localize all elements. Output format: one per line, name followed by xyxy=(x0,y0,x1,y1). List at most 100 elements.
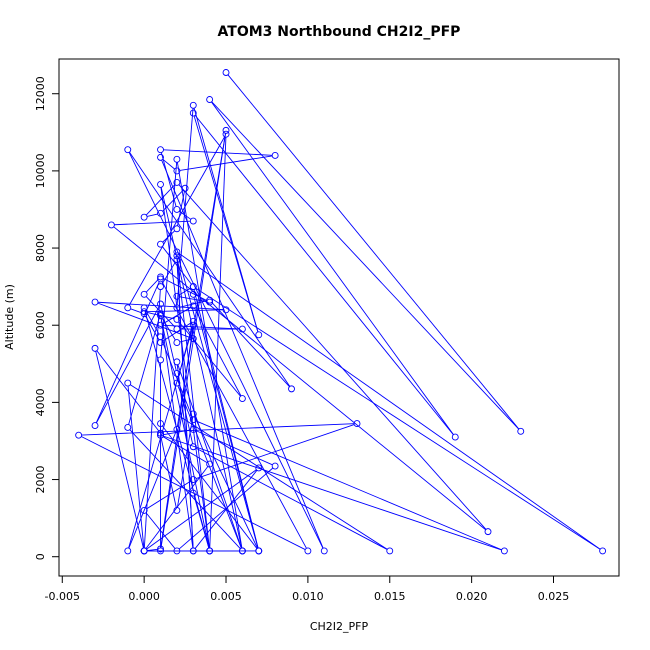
data-point xyxy=(189,109,197,117)
data-point xyxy=(173,225,181,233)
data-point xyxy=(124,424,132,431)
data-point xyxy=(157,273,164,281)
data-point xyxy=(124,304,132,312)
series-segment xyxy=(195,424,355,480)
data-point xyxy=(173,339,181,347)
series-segment xyxy=(179,296,207,302)
data-point xyxy=(189,547,197,555)
series-segment xyxy=(160,328,194,547)
series-segment xyxy=(163,435,502,551)
series-segment xyxy=(160,187,243,549)
x-tick-label: 0.005 xyxy=(210,590,242,603)
data-point xyxy=(189,416,197,424)
series-segment xyxy=(161,159,324,549)
data-point xyxy=(173,304,181,312)
data-point xyxy=(157,180,164,188)
data-point xyxy=(157,310,164,318)
series-segment xyxy=(130,308,142,314)
series-layer xyxy=(75,69,607,555)
data-point xyxy=(157,283,164,291)
data-point xyxy=(189,283,197,291)
series-segment xyxy=(194,416,258,549)
data-point xyxy=(484,528,492,536)
data-point xyxy=(173,167,181,175)
data-point xyxy=(157,240,164,248)
data-point xyxy=(255,547,263,555)
series-segment xyxy=(211,101,520,430)
data-point xyxy=(157,547,164,555)
data-point xyxy=(173,369,181,377)
y-tick-label: 6000 xyxy=(34,311,47,339)
data-point xyxy=(173,179,181,186)
series-segment xyxy=(195,287,601,550)
x-tick-label: 0.015 xyxy=(374,590,406,603)
data-point xyxy=(255,464,263,472)
data-point xyxy=(140,547,148,555)
data-point xyxy=(304,547,312,555)
series-segment xyxy=(96,350,160,432)
data-point xyxy=(238,325,246,333)
data-point xyxy=(599,547,607,555)
series-segment xyxy=(211,101,454,435)
data-point xyxy=(173,358,181,366)
data-point xyxy=(173,292,181,300)
series-segment xyxy=(113,226,486,531)
series-segment xyxy=(147,309,224,313)
series-segment xyxy=(146,311,175,320)
x-tick-label: 0.010 xyxy=(292,590,324,603)
data-point xyxy=(124,547,132,555)
series-segment xyxy=(193,108,259,333)
data-point xyxy=(451,433,459,441)
data-point xyxy=(189,317,197,325)
series-segment xyxy=(81,436,306,550)
data-point xyxy=(271,462,279,470)
series-segment xyxy=(95,351,144,549)
series-segment xyxy=(161,339,193,418)
data-point xyxy=(173,248,181,256)
series-segment xyxy=(179,253,601,550)
series-segment xyxy=(162,307,191,325)
series-segment xyxy=(194,115,454,436)
series-segment xyxy=(176,162,243,549)
data-point xyxy=(157,429,164,437)
x-tick-label: 0.020 xyxy=(456,590,488,603)
data-point xyxy=(173,547,181,555)
data-point xyxy=(173,252,181,260)
series-segment xyxy=(194,470,258,549)
y-tick-label: 0 xyxy=(34,553,47,560)
data-point xyxy=(238,547,246,555)
data-point xyxy=(157,333,164,341)
data-point xyxy=(288,385,295,393)
x-tick-label: 0.000 xyxy=(128,590,160,603)
data-point xyxy=(75,431,83,439)
data-point xyxy=(157,209,164,217)
data-point xyxy=(181,184,189,192)
series-segment xyxy=(130,384,388,550)
data-point xyxy=(222,69,230,76)
data-point xyxy=(500,547,508,555)
data-point xyxy=(140,304,148,312)
y-axis: 0 2000 4000 6000 8000 10000 12000 xyxy=(34,76,60,560)
series-segment xyxy=(176,258,210,548)
series-segment xyxy=(211,302,290,387)
series-segment xyxy=(161,281,307,549)
series-segment xyxy=(161,425,258,549)
data-point xyxy=(157,275,164,283)
data-point xyxy=(124,379,132,387)
series-segment xyxy=(178,467,274,550)
data-point xyxy=(189,489,197,497)
data-point xyxy=(173,315,181,323)
data-point xyxy=(157,153,164,161)
data-point xyxy=(206,460,214,468)
data-point xyxy=(238,395,246,402)
data-point xyxy=(189,335,197,343)
data-point xyxy=(189,290,197,298)
series-segment xyxy=(209,137,227,548)
data-point xyxy=(189,302,197,310)
data-point xyxy=(140,308,148,316)
data-point xyxy=(173,155,181,163)
data-point xyxy=(320,547,328,555)
series-segment xyxy=(160,187,210,549)
x-tick-label: -0.005 xyxy=(45,590,80,603)
data-point xyxy=(140,506,148,514)
